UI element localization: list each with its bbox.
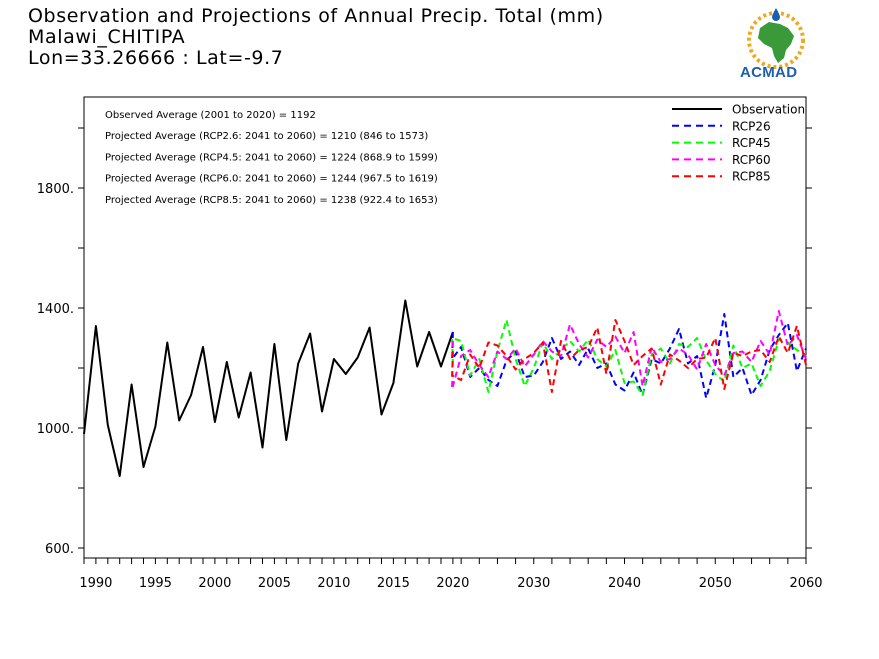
chart-title: Observation and Projections of Annual Pr… xyxy=(28,5,604,27)
legend-label-observation: Observation xyxy=(732,103,805,117)
legend-label-rcp60: RCP60 xyxy=(732,153,771,167)
x-tick-label: 2060 xyxy=(789,576,822,591)
station-coordinates: Lon=33.26666 : Lat=-9.7 xyxy=(28,47,284,69)
legend: Observation RCP26 RCP45 RCP60 RCP85 xyxy=(672,103,805,184)
logo-drop-icon xyxy=(772,8,780,21)
logo-text: ACMAD xyxy=(740,64,798,81)
series-line-rcp85 xyxy=(451,319,807,393)
x-tick-label: 2050 xyxy=(699,576,732,591)
acmad-logo xyxy=(747,8,805,69)
x-tick-label: 2040 xyxy=(608,576,641,591)
stats-line: Observed Average (2001 to 2020) = 1192 xyxy=(105,110,316,121)
title-block: Observation and Projections of Annual Pr… xyxy=(28,6,604,69)
stats-annotations: Observed Average (2001 to 2020) = 1192 Pr… xyxy=(105,110,438,206)
x-tick-label: 2000 xyxy=(198,576,231,591)
x-tick-label: 2005 xyxy=(258,576,291,591)
x-tick-label: 1995 xyxy=(139,576,172,591)
x-tick-label: 1990 xyxy=(79,576,112,591)
y-tick-label: 1400. xyxy=(37,302,74,317)
x-tick-label: 2010 xyxy=(317,576,350,591)
series-line-rcp45 xyxy=(451,319,807,396)
legend-label-rcp45: RCP45 xyxy=(732,136,771,150)
series-line-rcp26 xyxy=(451,313,807,399)
y-tick-label: 1800. xyxy=(37,182,74,197)
legend-label-rcp26: RCP26 xyxy=(732,119,771,133)
stats-line: Projected Average (RCP4.5: 2041 to 2060)… xyxy=(105,152,438,163)
series-layer xyxy=(83,299,807,477)
station-name: Malawi_CHITIPA xyxy=(28,26,186,48)
series-line-rcp60 xyxy=(451,310,807,390)
x-tick-label: 2020 xyxy=(436,576,469,591)
plot-frame xyxy=(83,96,807,559)
logo-africa-shape xyxy=(758,22,794,63)
y-tick-label: 1000. xyxy=(37,422,74,437)
legend-label-rcp85: RCP85 xyxy=(732,170,771,184)
stats-line: Projected Average (RCP8.5: 2041 to 2060)… xyxy=(105,195,438,206)
x-tick-label: 2030 xyxy=(517,576,550,591)
y-tick-label: 600. xyxy=(45,542,74,557)
chart-axes: 600. 1000. 1400. 1800. 1990 1995 2000 2005 2010 2… xyxy=(37,96,823,591)
x-tick-label: 2015 xyxy=(377,576,410,591)
stats-line: Projected Average (RCP2.6: 2041 to 2060)… xyxy=(105,131,428,142)
series-line-observation xyxy=(83,299,454,477)
stats-line: Projected Average (RCP6.0: 2041 to 2060)… xyxy=(105,174,438,185)
